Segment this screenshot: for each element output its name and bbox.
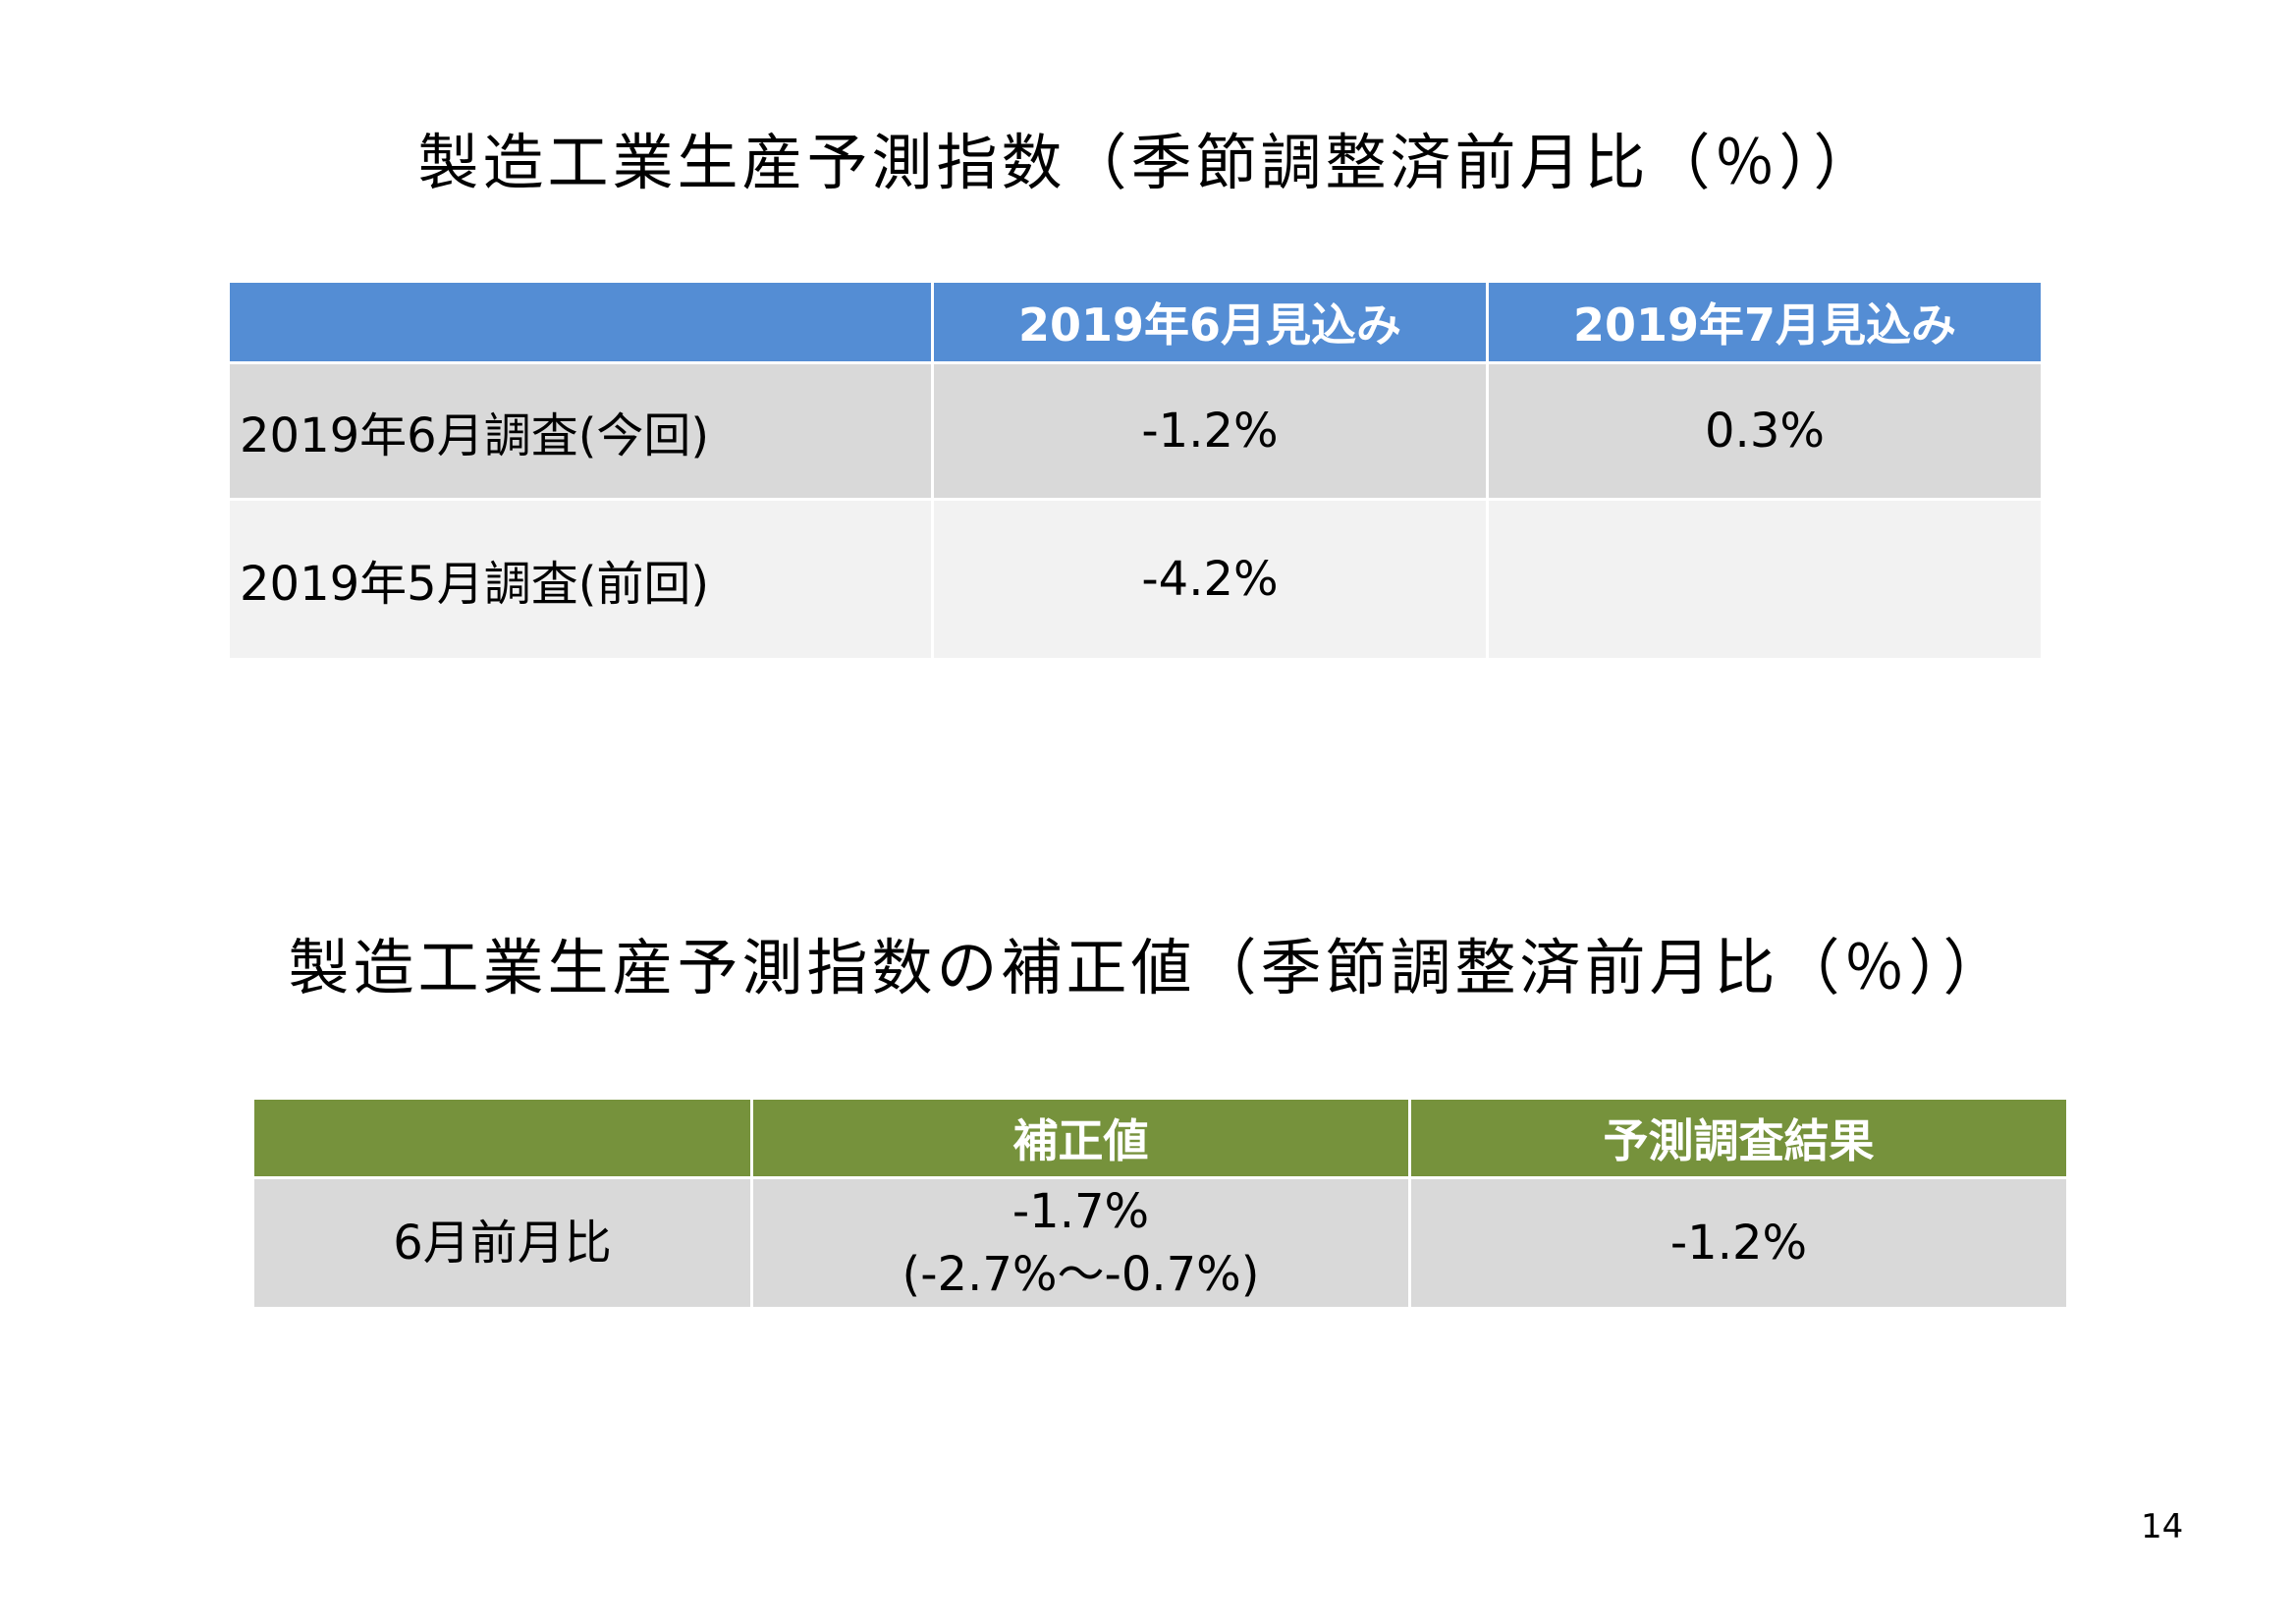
table-header-row: 2019年6月見込み 2019年7月見込み [227,280,2044,364]
corrected-value-table: 補正値 予測調査結果 6月前月比 -1.7% (-2.7%～-0.7%) -1.… [251,1097,2069,1310]
table-header-row: 補正値 予測調査結果 [251,1097,2069,1179]
header-empty-cell [227,280,934,364]
header-empty-cell [251,1097,753,1179]
header-june-forecast: 2019年6月見込み [931,280,1489,364]
header-corrected-value: 補正値 [750,1097,1411,1179]
header-july-forecast: 2019年7月見込み [1486,280,2044,364]
cell-june-survey-july: 0.3% [1486,361,2044,501]
title-corrected-value: 製造工業生産予測指数の補正値（季節調整済前月比（％）） [288,932,2008,1003]
cell-may-survey-july [1486,498,2044,661]
corrected-value-range: (-2.7%～-0.7%) [902,1247,1260,1302]
row-label-may-survey: 2019年5月調査(前回) [227,498,934,661]
table-row: 2019年5月調査(前回) -4.2% [227,498,2044,661]
cell-june-survey-june: -1.2% [931,361,1489,501]
cell-may-survey-june: -4.2% [931,498,1489,661]
forecast-index-table: 2019年6月見込み 2019年7月見込み 2019年6月調査(今回) -1.2… [227,280,2044,661]
row-label-june-mom: 6月前月比 [251,1176,753,1310]
cell-survey-result: -1.2% [1408,1176,2069,1310]
table-row: 2019年6月調査(今回) -1.2% 0.3% [227,361,2044,501]
title-forecast-index: 製造工業生産予測指数（季節調整済前月比（％）） [417,127,1879,198]
table-row: 6月前月比 -1.7% (-2.7%～-0.7%) -1.2% [251,1176,2069,1310]
corrected-value-main: -1.7% [1011,1184,1150,1239]
cell-corrected-value: -1.7% (-2.7%～-0.7%) [750,1176,1411,1310]
row-label-june-survey: 2019年6月調査(今回) [227,361,934,501]
page-number: 14 [2141,1507,2184,1546]
header-survey-result: 予測調査結果 [1408,1097,2069,1179]
